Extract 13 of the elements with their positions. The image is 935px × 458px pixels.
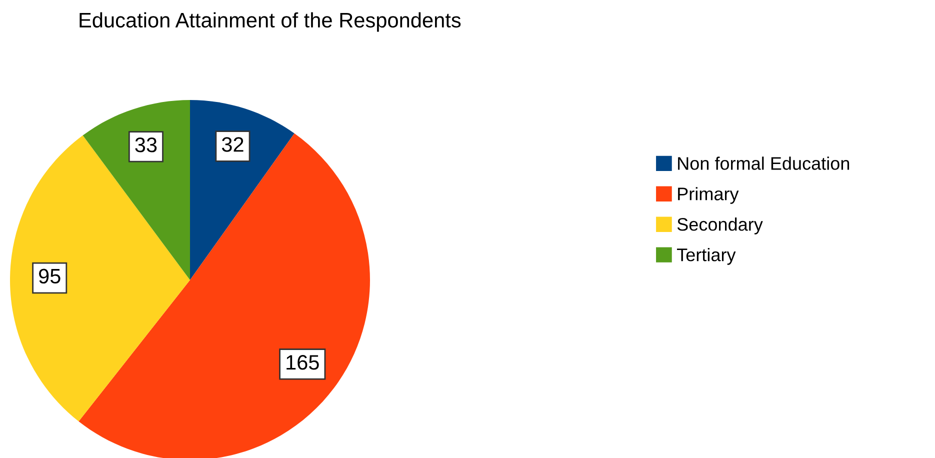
legend-label: Secondary <box>677 218 763 234</box>
data-label: 32 <box>222 137 244 152</box>
pie-slice <box>10 135 190 422</box>
legend-label: Non formal Education <box>678 156 850 170</box>
data-label: 165 <box>286 355 319 370</box>
pie-slice <box>190 100 294 280</box>
pie-slice <box>82 100 190 280</box>
data-label: 33 <box>135 138 157 152</box>
chart-title: Education Attainment of the Respondents <box>80 12 461 32</box>
pie-slice <box>78 133 370 458</box>
data-label: 95 <box>39 268 60 284</box>
legend-label: Primary <box>678 187 739 204</box>
legend-label: Tertiary <box>676 248 736 265</box>
